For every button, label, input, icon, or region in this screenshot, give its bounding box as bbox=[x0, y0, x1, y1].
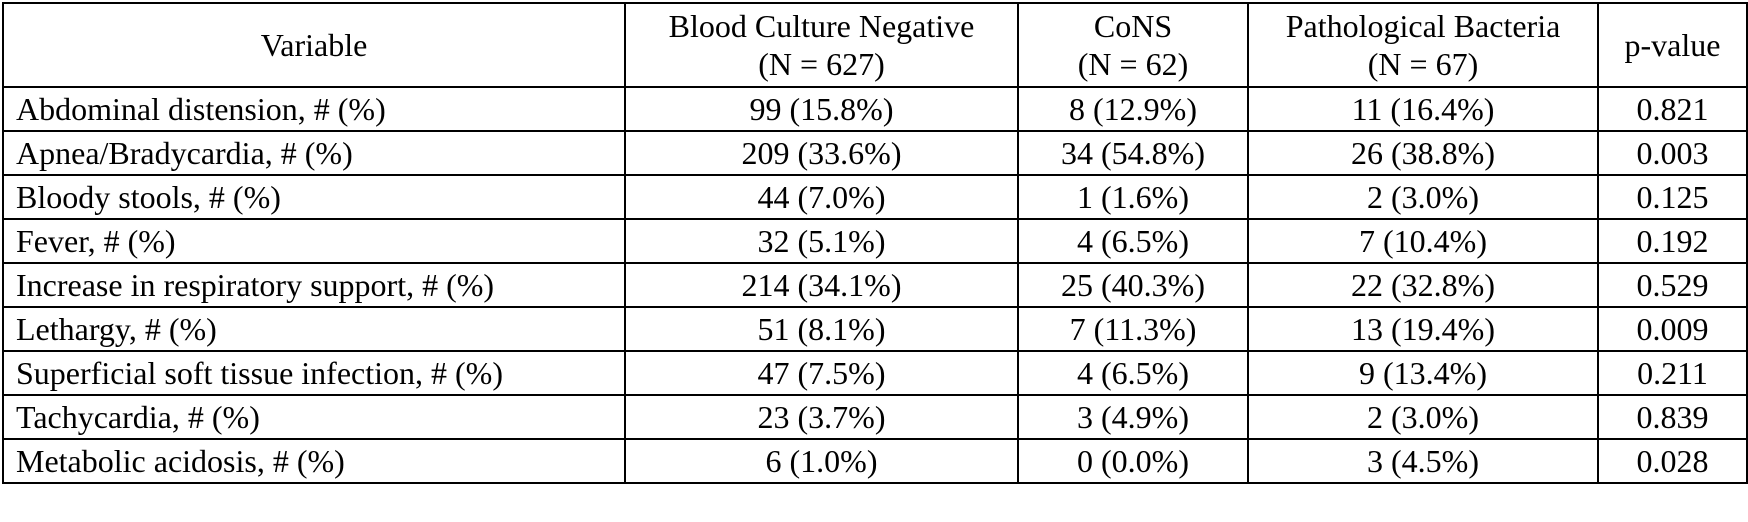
cell-pathological-bacteria: 22 (32.8%) bbox=[1247, 262, 1599, 308]
header-cons-count: (N = 62) bbox=[1077, 46, 1189, 82]
table-row: Abdominal distension, # (%) 99 (15.8%) 8 (… bbox=[2, 86, 1748, 132]
cell-p-value: 0.529 bbox=[1597, 262, 1748, 308]
cell-pathological-bacteria: 3 (4.5%) bbox=[1247, 438, 1599, 484]
cell-pathological-bacteria: 26 (38.8%) bbox=[1247, 130, 1599, 176]
cell-p-value: 0.028 bbox=[1597, 438, 1748, 484]
table-row: Tachycardia, # (%) 23 (3.7%) 3 (4.9%) 2 (3.… bbox=[2, 394, 1748, 440]
header-p-label: p-value bbox=[1624, 27, 1721, 63]
table-row: Increase in respiratory support, # (%) 21… bbox=[2, 262, 1748, 308]
cell-pathological-bacteria: 9 (13.4%) bbox=[1247, 350, 1599, 396]
header-variable-label: Variable bbox=[260, 27, 368, 63]
cell-variable: Fever, # (%) bbox=[2, 218, 626, 264]
cell-cons: 25 (40.3%) bbox=[1017, 262, 1249, 308]
cell-p-value: 0.009 bbox=[1597, 306, 1748, 352]
cell-cons: 1 (1.6%) bbox=[1017, 174, 1249, 220]
cell-p-value: 0.192 bbox=[1597, 218, 1748, 264]
cell-variable: Metabolic acidosis, # (%) bbox=[2, 438, 626, 484]
cell-variable: Abdominal distension, # (%) bbox=[2, 86, 626, 132]
table-body: Abdominal distension, # (%) 99 (15.8%) 8 (… bbox=[2, 86, 1748, 484]
cell-blood-culture-negative: 99 (15.8%) bbox=[624, 86, 1019, 132]
cell-pathological-bacteria: 2 (3.0%) bbox=[1247, 174, 1599, 220]
cell-cons: 7 (11.3%) bbox=[1017, 306, 1249, 352]
cell-pathological-bacteria: 13 (19.4%) bbox=[1247, 306, 1599, 352]
cell-cons: 34 (54.8%) bbox=[1017, 130, 1249, 176]
cell-cons: 4 (6.5%) bbox=[1017, 350, 1249, 396]
header-cons: CoNS (N = 62) bbox=[1017, 2, 1249, 88]
cell-p-value: 0.211 bbox=[1597, 350, 1748, 396]
cell-p-value: 0.125 bbox=[1597, 174, 1748, 220]
cell-pathological-bacteria: 11 (16.4%) bbox=[1247, 86, 1599, 132]
cell-blood-culture-negative: 44 (7.0%) bbox=[624, 174, 1019, 220]
header-variable: Variable bbox=[2, 2, 626, 88]
cell-cons: 8 (12.9%) bbox=[1017, 86, 1249, 132]
data-table: Variable Blood Culture Negative (N = 627… bbox=[2, 2, 1748, 484]
header-pathological-bacteria: Pathological Bacteria (N = 67) bbox=[1247, 2, 1599, 88]
cell-variable: Apnea/Bradycardia, # (%) bbox=[2, 130, 626, 176]
cell-variable: Lethargy, # (%) bbox=[2, 306, 626, 352]
header-bcn-label: Blood Culture Negative bbox=[668, 8, 975, 44]
cell-cons: 3 (4.9%) bbox=[1017, 394, 1249, 440]
cell-p-value: 0.003 bbox=[1597, 130, 1748, 176]
header-p-value: p-value bbox=[1597, 2, 1748, 88]
cell-blood-culture-negative: 6 (1.0%) bbox=[624, 438, 1019, 484]
header-row: Variable Blood Culture Negative (N = 627… bbox=[2, 2, 1748, 88]
cell-p-value: 0.839 bbox=[1597, 394, 1748, 440]
cell-variable: Bloody stools, # (%) bbox=[2, 174, 626, 220]
cell-blood-culture-negative: 51 (8.1%) bbox=[624, 306, 1019, 352]
table-row: Superficial soft tissue infection, # (%)… bbox=[2, 350, 1748, 396]
cell-variable: Increase in respiratory support, # (%) bbox=[2, 262, 626, 308]
table-row: Fever, # (%) 32 (5.1%) 4 (6.5%) 7 (10.4%) 0.… bbox=[2, 218, 1748, 264]
header-blood-culture-negative: Blood Culture Negative (N = 627) bbox=[624, 2, 1019, 88]
cell-pathological-bacteria: 2 (3.0%) bbox=[1247, 394, 1599, 440]
cell-variable: Superficial soft tissue infection, # (%) bbox=[2, 350, 626, 396]
cell-cons: 0 (0.0%) bbox=[1017, 438, 1249, 484]
cell-blood-culture-negative: 209 (33.6%) bbox=[624, 130, 1019, 176]
cell-blood-culture-negative: 47 (7.5%) bbox=[624, 350, 1019, 396]
cell-pathological-bacteria: 7 (10.4%) bbox=[1247, 218, 1599, 264]
table-row: Apnea/Bradycardia, # (%) 209 (33.6%) 34 (5… bbox=[2, 130, 1748, 176]
table-row: Bloody stools, # (%) 44 (7.0%) 1 (1.6%) 2 (… bbox=[2, 174, 1748, 220]
cell-blood-culture-negative: 32 (5.1%) bbox=[624, 218, 1019, 264]
header-cons-label: CoNS bbox=[1093, 8, 1173, 44]
cell-variable: Tachycardia, # (%) bbox=[2, 394, 626, 440]
header-bcn-count: (N = 627) bbox=[758, 46, 885, 82]
table-row: Lethargy, # (%) 51 (8.1%) 7 (11.3%) 13 (19.… bbox=[2, 306, 1748, 352]
cell-p-value: 0.821 bbox=[1597, 86, 1748, 132]
cell-blood-culture-negative: 23 (3.7%) bbox=[624, 394, 1019, 440]
table-header: Variable Blood Culture Negative (N = 627… bbox=[2, 2, 1748, 88]
cell-cons: 4 (6.5%) bbox=[1017, 218, 1249, 264]
header-path-count: (N = 67) bbox=[1367, 46, 1479, 82]
cell-blood-culture-negative: 214 (34.1%) bbox=[624, 262, 1019, 308]
header-path-label: Pathological Bacteria bbox=[1285, 8, 1561, 44]
table-row: Metabolic acidosis, # (%) 6 (1.0%) 0 (0.0%… bbox=[2, 438, 1748, 484]
